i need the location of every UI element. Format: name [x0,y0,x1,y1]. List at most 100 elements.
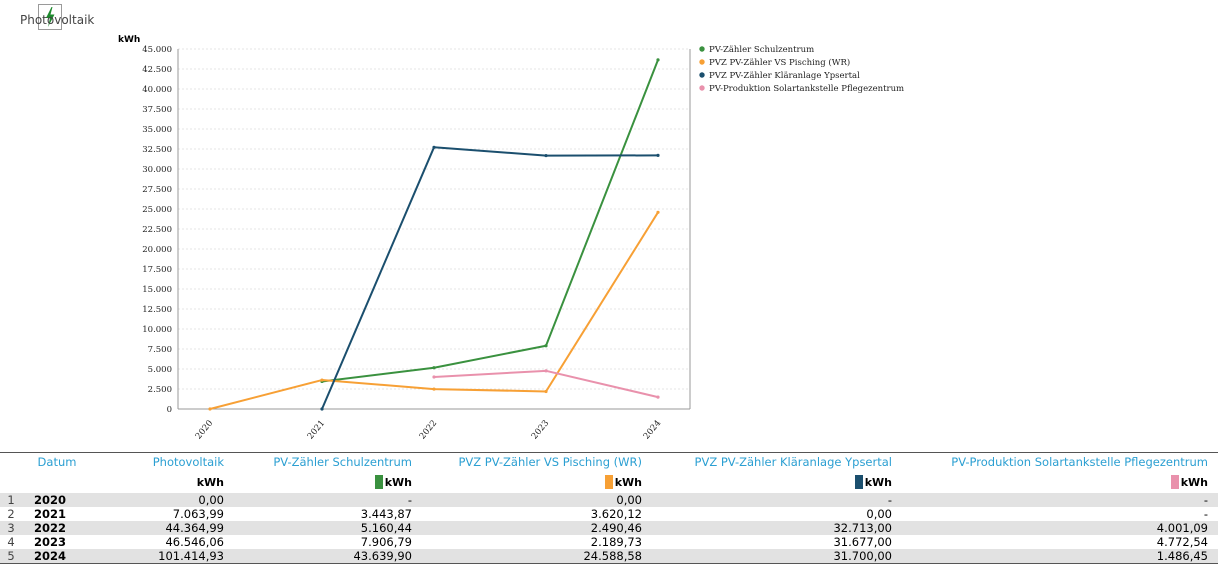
cell-klaeranlage: 0,00 [866,507,892,521]
legend-label: PVZ PV-Zähler VS Pisching (WR) [709,57,850,68]
unit-row: kWh kWh kWh kWh kWh [0,471,1218,493]
legend-marker [699,59,705,65]
cell-schulzentrum: 5.160,44 [234,521,422,535]
header-vs-pisching[interactable]: PVZ PV-Zähler VS Pisching (WR) [422,452,652,471]
unit-cell: kWh [422,471,652,493]
data-point [544,153,548,158]
y-tick-label: 45.000 [142,45,172,55]
data-point [544,389,548,394]
chart-grid [178,48,690,390]
table-row[interactable]: 1 2020 0,00 - 0,00 - - [0,493,1218,507]
unit-cell: kWh [234,471,422,493]
y-tick-label: 30.000 [142,165,172,175]
table-header-row: Datum Photovoltaik PV-Zähler Schulzentru… [0,452,1218,471]
legend-label: PV-Produktion Solartankstelle Pflegezent… [709,84,904,94]
row-year: 2021 [34,507,67,521]
row-index: 5 [0,549,22,564]
legend-label: PVZ PV-Zähler Kläranlage Ypsertal [709,71,860,81]
y-tick-label: 35.000 [142,125,172,135]
y-tick-label: 20.000 [142,245,172,255]
cell-schulzentrum: 43.639,90 [234,549,422,564]
row-index: 1 [0,493,22,507]
series-line [209,211,659,410]
row-index: 4 [7,535,15,549]
cell-solartankstelle: - [1203,507,1208,521]
data-point [656,153,660,157]
data-point [208,407,212,411]
app-label: Photovoltaik [20,13,95,27]
data-point [656,58,660,62]
x-tick-label: 2024 [642,419,664,442]
data-point [432,387,436,391]
row-year: 2020 [22,493,92,507]
legend-marker [699,46,705,52]
y-tick-label: 32.500 [142,145,172,155]
cell-klaeranlage: 32.713,00 [652,521,902,535]
row-year: 2022 [22,521,92,535]
cell-solartankstelle: - [902,493,1218,507]
unit-cell: kWh [902,471,1218,493]
x-tick-label: 2020 [194,419,216,442]
data-point [544,369,548,373]
header-schulzentrum[interactable]: PV-Zähler Schulzentrum [234,452,422,471]
cell-klaeranlage: - [652,493,902,507]
x-tick-label: 2022 [418,419,440,442]
cell-schulzentrum: 7.906,79 [360,535,412,549]
x-tick-label: 2023 [530,419,552,442]
header-klaeranlage[interactable]: PVZ PV-Zähler Kläranlage Ypsertal [652,452,902,471]
cell-photovoltaik: 44.364,99 [92,521,234,535]
cell-schulzentrum: 3.443,87 [360,507,412,521]
header-index [0,452,22,471]
y-tick-label: 27.500 [142,185,172,195]
row-index: 3 [0,521,22,535]
y-tick-label: 22.500 [142,225,172,235]
cell-photovoltaik: 7.063,99 [172,507,224,521]
cell-solartankstelle: 4.772,54 [1156,535,1208,549]
series-color-swatch [1170,475,1179,489]
y-tick-label: 17.500 [142,265,172,275]
data-point [432,366,436,370]
cell-klaeranlage: 31.700,00 [652,549,902,564]
cell-solartankstelle: 4.001,09 [902,521,1218,535]
unit-cell: kWh [196,475,224,489]
x-tick-label: 2021 [306,419,328,442]
y-tick-label: 12.500 [142,305,172,315]
data-point [656,395,660,399]
y-axis-unit: kWh [118,35,140,45]
y-tick-label: 5.000 [148,365,172,375]
legend-marker [699,72,705,78]
data-point [656,210,660,214]
y-tick-label: 0 [167,405,172,415]
data-point [432,375,436,379]
table-row[interactable]: 4 2023 46.546,06 7.906,79 2.189,73 31.67… [0,535,1218,549]
cell-klaeranlage: 31.677,00 [833,535,892,549]
header-solartankstelle[interactable]: PV-Produktion Solartankstelle Pflegezent… [902,452,1218,471]
table-row[interactable]: 5 2024 101.414,93 43.639,90 24.588,58 31… [0,549,1218,564]
y-tick-label: 2.500 [148,385,172,395]
header-datum[interactable]: Datum [22,452,92,471]
y-tick-label: 40.000 [142,85,172,95]
series-line [321,146,659,410]
table-row[interactable]: 3 2022 44.364,99 5.160,44 2.490,46 32.71… [0,521,1218,535]
series-color-swatch [374,475,383,489]
cell-vs-pisching: 0,00 [422,493,652,507]
data-point [432,145,436,149]
header-photovoltaik[interactable]: Photovoltaik [92,452,234,471]
y-tick-label: 42.500 [142,65,172,75]
cell-photovoltaik: 0,00 [92,493,234,507]
legend-label: PV-Zähler Schulzentrum [709,45,814,55]
data-point [320,407,324,411]
cell-vs-pisching: 24.588,58 [422,549,652,564]
data-point [544,344,548,348]
row-index: 2 [7,507,15,521]
series-color-swatch [604,475,613,489]
cell-vs-pisching: 2.490,46 [422,521,652,535]
chart-axes: 0 2.500 5.000 7.500 10.000 12.500 15.000 17.500… [118,35,691,442]
y-tick-label: 25.000 [142,205,172,215]
y-tick-label: 10.000 [142,325,172,335]
y-tick-label: 7.500 [148,345,172,355]
cell-schulzentrum: - [234,493,422,507]
lightning-bolt-icon[interactable] [38,4,62,30]
chart-legend: PV-Zähler Schulzentrum PVZ PV-Zähler VS P… [699,45,904,94]
table-row[interactable]: 2 2021 7.063,99 3.443,87 3.620,12 0,00 - [0,507,1218,521]
